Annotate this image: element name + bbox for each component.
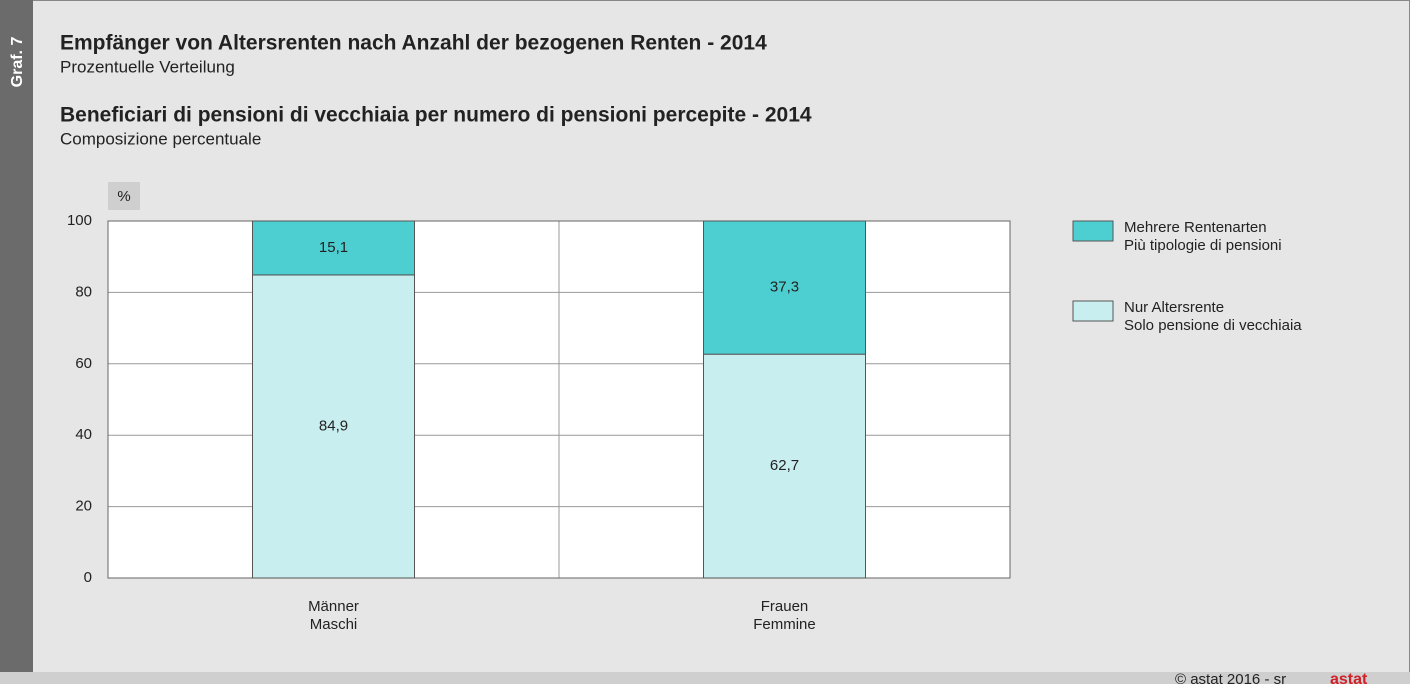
y-tick-label: 20 bbox=[75, 498, 92, 515]
bar-segment bbox=[703, 353, 866, 579]
chart-title: Empfänger von Altersrenten nach Anzahl d… bbox=[60, 32, 767, 55]
data-label: 84,9 bbox=[319, 417, 348, 434]
side-bar bbox=[0, 0, 33, 684]
data-label: 37,3 bbox=[770, 279, 799, 296]
y-tick-label: 100 bbox=[67, 212, 92, 229]
data-label: 62,7 bbox=[770, 457, 799, 474]
chart-title-it: Beneficiari di pensioni di vecchiaia per… bbox=[60, 104, 812, 127]
plot-border bbox=[107, 220, 1011, 579]
y-tick-label: 0 bbox=[84, 569, 92, 586]
x-tick-label: Frauen Femmine bbox=[753, 598, 816, 633]
y-tick-label: 40 bbox=[75, 426, 92, 443]
bar-segment bbox=[252, 220, 415, 276]
y-axis-label: % bbox=[117, 188, 130, 205]
chart-subtitle: Prozentuelle Verteilung bbox=[60, 57, 235, 76]
chart-subtitle-it: Composizione percentuale bbox=[60, 129, 261, 148]
legend-label: Mehrere Rentenarten Più tipologie di pen… bbox=[1124, 219, 1282, 254]
y-tick-label: 80 bbox=[75, 283, 92, 300]
legend-swatch bbox=[1072, 300, 1114, 322]
data-label: 15,1 bbox=[319, 239, 348, 256]
footer-bar bbox=[0, 672, 1410, 684]
side-label: Graf. 7 bbox=[9, 37, 26, 88]
legend-swatch bbox=[1072, 220, 1114, 242]
y-tick-label: 60 bbox=[75, 355, 92, 372]
logo: astat bbox=[1330, 671, 1368, 684]
bar-segment bbox=[252, 274, 415, 579]
x-tick-label: Männer Maschi bbox=[308, 598, 359, 633]
unit-box bbox=[108, 182, 140, 210]
legend-label: Nur Altersrente Solo pensione di vecchia… bbox=[1124, 299, 1302, 334]
footer: © astat 2016 - sr bbox=[1175, 671, 1286, 684]
bar-segment bbox=[703, 220, 866, 355]
